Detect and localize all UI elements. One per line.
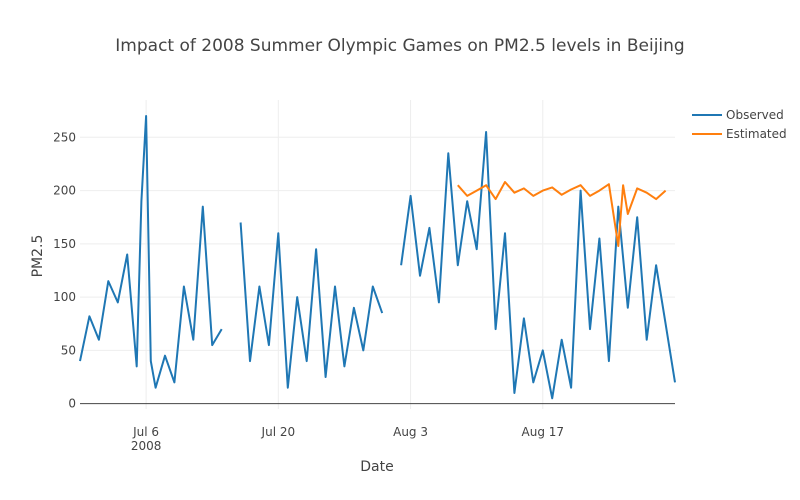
y-tick-label: 150 <box>53 237 76 251</box>
series-line-estimated <box>457 181 667 247</box>
x-tick-label: Aug 17 <box>522 425 565 439</box>
y-tick-label: 0 <box>68 397 76 411</box>
legend-label: Estimated <box>726 127 787 141</box>
x-tick-label: Jul 6 <box>132 425 159 439</box>
x-tick-label: Jul 20 <box>261 425 296 439</box>
chart-title: Impact of 2008 Summer Olympic Games on P… <box>115 36 684 56</box>
series-line-observed <box>239 222 384 389</box>
y-tick-label: 100 <box>53 290 76 304</box>
y-axis-ticks: 0 50 100 150 200 250 <box>53 130 76 410</box>
x-tick-sublabel: 2008 <box>131 439 162 453</box>
y-tick-label: 50 <box>61 343 76 357</box>
legend-label: Observed <box>726 108 784 122</box>
y-axis-title: PM2.5 <box>30 235 46 278</box>
legend: Observed Estimated <box>692 108 787 141</box>
y-tick-label: 250 <box>53 130 76 144</box>
x-axis-title: Date <box>360 459 393 475</box>
series-line-observed <box>79 115 223 389</box>
x-tick-label: Aug 3 <box>393 425 428 439</box>
series-lines <box>79 115 676 400</box>
y-tick-label: 200 <box>53 184 76 198</box>
series-line-observed <box>400 131 676 400</box>
